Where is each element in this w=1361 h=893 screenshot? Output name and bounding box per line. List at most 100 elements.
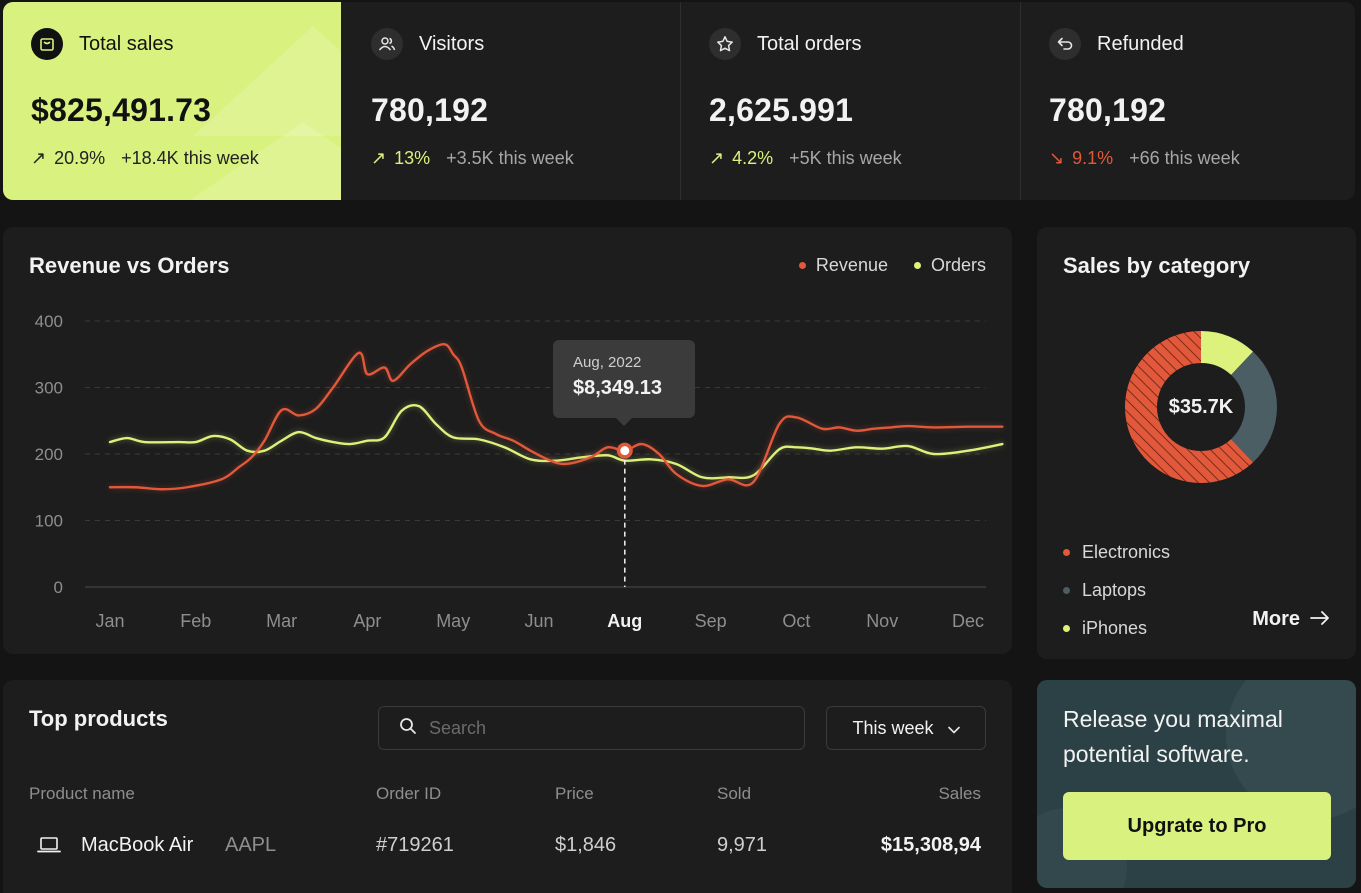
legend-item-revenue[interactable]: Revenue (798, 255, 888, 276)
series-line-revenue (108, 343, 1004, 491)
sales-amount: $15,308,94 (880, 834, 981, 856)
arrow-up-right-icon: ↗ (31, 148, 47, 168)
y-tick-label: 400 (35, 312, 63, 331)
kpi-visitors[interactable]: Visitors 780,192 ↗ 13% +3.5K this week (343, 2, 680, 200)
legend-label: Revenue (815, 255, 888, 275)
divider (680, 2, 681, 200)
search-box[interactable] (378, 706, 805, 750)
category-label: iPhones (1082, 617, 1148, 638)
legend-dot (1063, 548, 1070, 556)
kpi-percent: 20.9% (54, 148, 106, 168)
chart-tooltip: Aug, 2022 $8,349.13 (553, 340, 695, 426)
return-icon (1049, 28, 1081, 60)
promo-text: Release you maximal potential software. (1063, 706, 1283, 767)
more-label: More (1252, 608, 1300, 630)
arrow-up-right-icon: ↗ (709, 148, 725, 168)
users-icon (371, 28, 403, 60)
x-tick-label: Sep (695, 611, 727, 631)
legend-label: Orders (930, 255, 986, 275)
x-tick-label: Dec (952, 611, 984, 631)
chart-legend: Revenue Orders (798, 255, 986, 276)
tooltip-value: $8,349.13 (573, 377, 662, 399)
category-legend: Electronics Laptops iPhones (1063, 533, 1170, 647)
kpi-delta: +18.4K this week (121, 148, 259, 168)
donut-slice-laptops[interactable] (1231, 351, 1277, 463)
period-dropdown[interactable]: This week (826, 706, 986, 750)
kpi-value: $825,491.73 (31, 92, 212, 128)
revenue-orders-card: 0 100 200 300 400 Jan Feb Mar Apr May Jun Aug Sep Oct… (3, 227, 1012, 654)
donut-slice-electronics[interactable] (1125, 331, 1254, 483)
x-tick-label: Apr (353, 611, 381, 631)
legend-dot (798, 262, 806, 269)
sales-by-category-card: Sales by category $35.7K Electronics Lap… (1037, 227, 1356, 659)
x-tick-label: Nov (866, 611, 898, 631)
column-header-order-id[interactable]: Order ID (376, 784, 442, 803)
kpi-percent: 9.1% (1072, 148, 1114, 168)
kpi-value: 780,192 (1049, 92, 1167, 128)
category-item-iphones[interactable]: iPhones (1063, 609, 1170, 647)
kpi-delta: +3.5K this week (446, 148, 574, 168)
kpi-delta: +5K this week (789, 148, 902, 168)
legend-dot (913, 262, 921, 269)
star-icon (709, 28, 741, 60)
kpi-label: Total sales (79, 32, 174, 55)
product-ticker: AAPL (225, 834, 277, 856)
upgrade-button[interactable]: Upgrate to Pro (1063, 792, 1331, 860)
sold-count: 9,971 (717, 834, 768, 856)
period-label: This week (852, 717, 934, 738)
decor-triangle (173, 122, 341, 200)
chart-title: Revenue vs Orders (29, 253, 230, 278)
chevron-down-icon (947, 718, 960, 739)
kpi-percent: 4.2% (732, 148, 774, 168)
arrow-up-right-icon: ↗ (371, 148, 387, 168)
promo-card: Release you maximal potential software. … (1037, 680, 1356, 888)
kpi-label: Total orders (757, 32, 862, 55)
search-input[interactable] (429, 717, 769, 739)
legend-dot (1063, 586, 1070, 594)
kpi-percent: 13% (394, 148, 431, 168)
x-tick-label: Oct (782, 611, 810, 631)
kpi-value: 2,625.991 (709, 92, 854, 128)
kpi-label: Visitors (419, 32, 485, 55)
kpi-delta: +66 this week (1129, 148, 1240, 168)
y-tick-label: 0 (54, 578, 63, 597)
active-point (620, 446, 630, 456)
product-name: MacBook Air (81, 834, 194, 856)
kpi-strip: Total sales $825,491.73 ↗ 20.9% +18.4K th… (3, 2, 1355, 200)
category-item-laptops[interactable]: Laptops (1063, 571, 1170, 609)
more-link[interactable]: More (1252, 608, 1330, 631)
legend-dot (1063, 624, 1070, 632)
legend-item-orders[interactable]: Orders (913, 255, 986, 276)
line-chart[interactable]: 0 100 200 300 400 Jan Feb Mar Apr May Jun Aug Sep Oct… (3, 227, 1012, 654)
category-title: Sales by category (1063, 253, 1251, 278)
column-header-sold[interactable]: Sold (717, 784, 752, 803)
y-tick-label: 300 (35, 379, 63, 398)
y-tick-label: 100 (35, 512, 63, 531)
laptop-icon (37, 836, 61, 860)
x-tick-label: Jan (95, 611, 124, 631)
series-line-orders (108, 403, 1004, 480)
x-tick-label: Feb (180, 611, 211, 631)
column-header-product[interactable]: Product name (29, 784, 135, 803)
kpi-total-orders[interactable]: Total orders 2,625.991 ↗ 4.2% +5K this we… (681, 2, 1020, 200)
donut-slice-iphones[interactable] (1201, 331, 1254, 375)
category-label: Laptops (1082, 579, 1147, 600)
x-tick-label: Jun (524, 611, 553, 631)
donut-chart[interactable]: $35.7K (1107, 313, 1295, 501)
decor-triangle (193, 26, 341, 136)
x-tick-label: May (436, 611, 470, 631)
x-tick-label: Mar (266, 611, 297, 631)
tooltip-arrow (616, 418, 632, 426)
price: $1,846 (555, 834, 617, 856)
arrow-right-icon (1310, 608, 1330, 631)
kpi-value: 780,192 (371, 92, 489, 128)
kpi-label: Refunded (1097, 32, 1184, 55)
kpi-refunded[interactable]: Refunded 780,192 ↘ 9.1% +66 this week (1021, 2, 1355, 200)
arrow-down-right-icon: ↘ (1049, 148, 1065, 168)
category-item-electronics[interactable]: Electronics (1063, 533, 1170, 571)
order-id: #719261 (376, 834, 454, 856)
column-header-price[interactable]: Price (555, 784, 594, 803)
kpi-total-sales[interactable]: Total sales $825,491.73 ↗ 20.9% +18.4K th… (3, 2, 341, 200)
donut-total: $35.7K (1168, 395, 1234, 418)
column-header-sales[interactable]: Sales (938, 784, 981, 803)
